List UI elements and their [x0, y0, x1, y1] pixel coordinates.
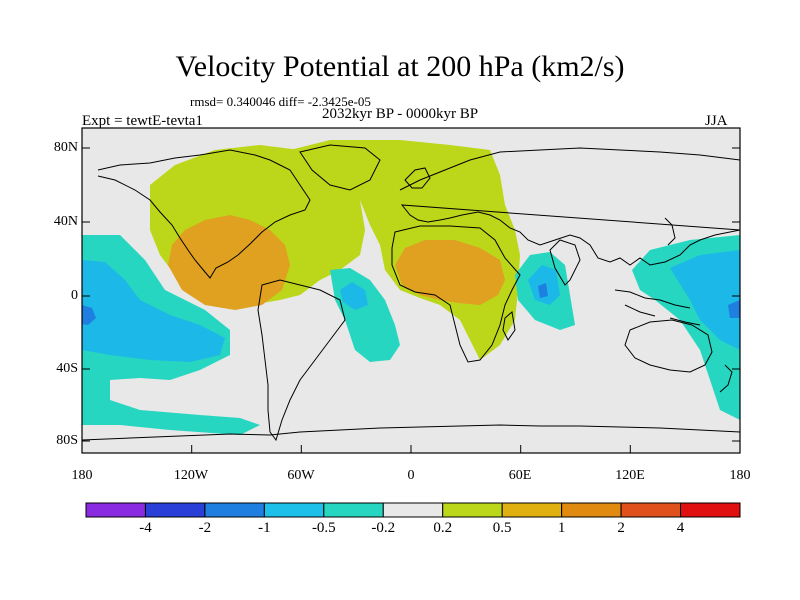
coast-australia [624, 319, 713, 373]
colorbar-label: -4 [139, 520, 152, 536]
coast-new-zealand [719, 364, 733, 393]
positive-core-caribbean [168, 215, 290, 310]
negative-core-west-pacific [670, 250, 740, 350]
coast-scandinavia [404, 167, 431, 189]
colorbar-swatch [263, 502, 325, 518]
coast-maritime [614, 289, 701, 326]
colorbar-swatch [620, 502, 682, 518]
colorbar-label: 2 [617, 520, 625, 536]
colorbar-label: 0.2 [433, 520, 453, 536]
negative-center-pacific [82, 305, 96, 325]
coastlines [81, 144, 741, 442]
lon-label-120w: 120W [173, 468, 209, 483]
coast-india [549, 239, 581, 286]
colorbar-label: 1 [557, 520, 566, 536]
period-label: 2032kyr BP - 0000kyr BP [322, 106, 479, 122]
lon-label-60w: 60W [287, 468, 315, 483]
coast-antarctica [81, 424, 741, 441]
lon-label-180e: 180 [729, 468, 751, 483]
experiment-label: Expt = tewtE-tevta1 [82, 113, 203, 129]
lat-label-80s: 80S [56, 433, 78, 448]
colorbar-swatch [204, 502, 265, 518]
negative-center-west-pacific [728, 300, 740, 318]
lat-label-0: 0 [71, 288, 78, 303]
colorbar-label: -1 [258, 520, 271, 536]
colorbar-label: -2 [198, 520, 212, 536]
lat-label-80n: 80N [53, 140, 78, 155]
stats-text: rmsd= 0.340046 diff= -2.3425e-05 [190, 94, 371, 109]
coast-eurasia [399, 147, 741, 266]
coast-japan [664, 217, 676, 246]
colorbar-label: 0.5 [492, 520, 512, 536]
coast-africa [391, 225, 521, 363]
colorbar-swatch [501, 502, 563, 518]
colorbar-swatch [680, 502, 741, 518]
season-label: JJA [705, 113, 728, 129]
lon-label-0: 0 [407, 468, 415, 483]
coast-madagascar [502, 311, 516, 341]
coast-greenland [299, 144, 381, 191]
coast-north-america [97, 149, 311, 279]
colorbar-label: -0.2 [371, 520, 396, 536]
colorbar-label: -0.5 [311, 520, 336, 536]
negative-core-atlantic [340, 282, 368, 310]
map-title: Velocity Potential at 200 hPa (km2/s) [175, 50, 625, 83]
colorbar-label: 4 [676, 520, 685, 536]
negative-center-indian [538, 283, 548, 298]
colorbar-swatch [382, 502, 444, 518]
colorbar [85, 502, 741, 518]
lon-label-120e: 120E [615, 468, 645, 483]
colorbar-swatch [442, 502, 503, 518]
lon-label-60e: 60E [508, 468, 532, 483]
lon-ticks [81, 445, 741, 453]
negative-core-pacific [82, 260, 225, 362]
colorbar-swatch [85, 502, 146, 518]
coast-south-america [257, 279, 346, 442]
lat-label-40n: 40N [53, 214, 78, 229]
lon-label-180w: 180 [71, 468, 93, 483]
colorbar-swatch [323, 502, 384, 518]
colorbar-swatch [144, 502, 206, 518]
contour-fills [82, 140, 740, 435]
lat-label-40s: 40S [56, 361, 78, 376]
positive-core-sahara [395, 240, 505, 305]
lat-ticks [82, 147, 740, 442]
colorbar-swatch [561, 502, 622, 518]
